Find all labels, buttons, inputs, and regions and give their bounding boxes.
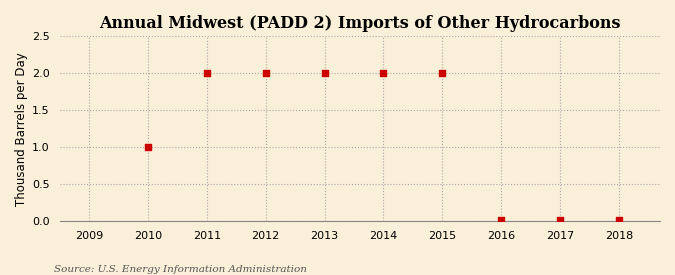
Point (437, 71, 448, 75)
Y-axis label: Thousand Barrels per Day: Thousand Barrels per Day (15, 52, 28, 205)
Title: Annual Midwest (PADD 2) Imports of Other Hydrocarbons: Annual Midwest (PADD 2) Imports of Other… (99, 15, 620, 32)
Point (614, 218, 624, 222)
Point (319, 71, 330, 75)
Point (555, 218, 566, 222)
Point (378, 71, 389, 75)
Point (201, 71, 212, 75)
Point (142, 145, 153, 149)
Point (495, 218, 506, 222)
Point (261, 71, 271, 75)
Text: Source: U.S. Energy Information Administration: Source: U.S. Energy Information Administ… (54, 265, 307, 274)
